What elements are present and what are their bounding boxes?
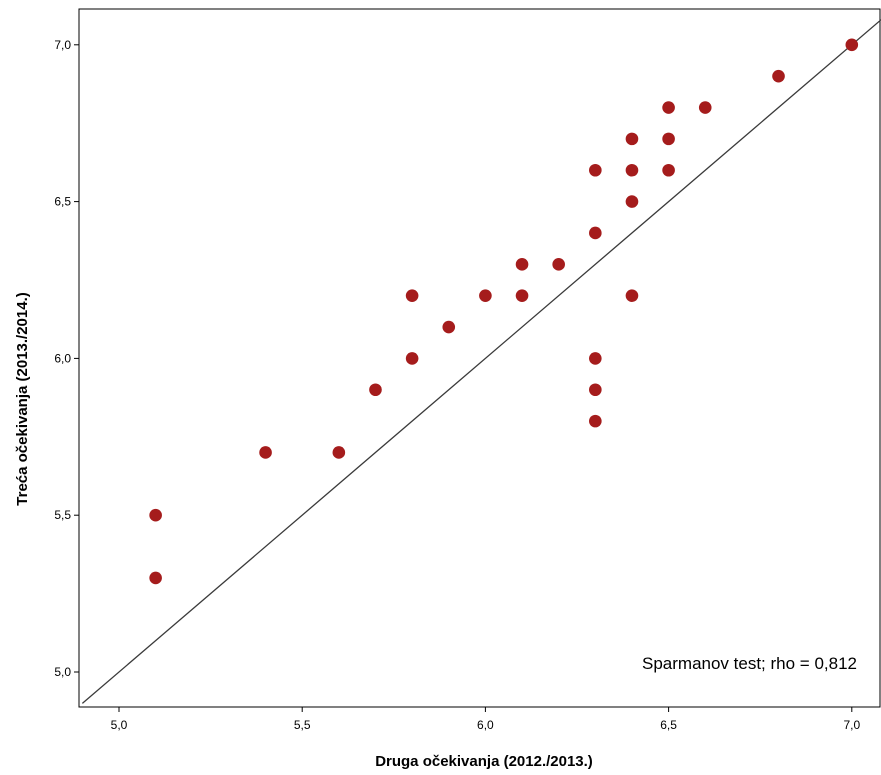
data-point xyxy=(589,226,602,240)
data-point xyxy=(149,508,162,522)
data-point xyxy=(589,163,602,177)
plot-frame xyxy=(78,8,881,708)
data-point xyxy=(405,352,419,365)
data-point xyxy=(662,163,675,177)
y-tick-label: 5,0 xyxy=(54,665,71,679)
x-tick-label: 5,5 xyxy=(294,718,311,732)
data-point xyxy=(662,101,675,114)
data-point xyxy=(589,352,602,365)
spearman-annotation: Sparmanov test; rho = 0,812 xyxy=(642,654,857,673)
x-axis-title: Druga očekivanja (2012./2013.) xyxy=(375,753,593,770)
data-point xyxy=(772,69,785,83)
data-point xyxy=(698,101,712,114)
data-point xyxy=(625,163,639,177)
data-point xyxy=(552,258,565,271)
data-point xyxy=(845,38,859,52)
x-tick-label: 7,0 xyxy=(843,718,860,732)
data-point xyxy=(625,195,639,208)
y-tick-label: 5,5 xyxy=(54,508,71,522)
y-tick-label: 6,0 xyxy=(54,351,71,365)
x-axis: 5,0 5,5 6,0 6,5 7,0 xyxy=(111,707,860,732)
y-tick-label: 6,5 xyxy=(54,195,71,209)
data-point xyxy=(662,132,675,146)
x-tick-label: 6,5 xyxy=(660,718,677,732)
y-axis: 5,0 5,5 6,0 6,5 7,0 xyxy=(54,38,79,679)
data-point xyxy=(149,571,162,585)
data-point xyxy=(479,289,492,302)
x-tick-label: 5,0 xyxy=(111,718,128,732)
y-axis-title: Treća očekivanja (2013./2014.) xyxy=(14,292,31,505)
data-point xyxy=(625,289,639,302)
data-point xyxy=(589,414,602,428)
identity-reference-line xyxy=(81,19,881,704)
data-point xyxy=(442,320,456,334)
data-point xyxy=(369,383,382,397)
data-point xyxy=(515,258,529,271)
plot-area xyxy=(78,8,881,708)
y-tick-label: 7,0 xyxy=(54,38,71,52)
data-point xyxy=(405,289,419,302)
data-point xyxy=(332,446,346,459)
data-points xyxy=(149,38,859,585)
data-point xyxy=(259,446,272,459)
data-point xyxy=(515,289,529,302)
data-point xyxy=(625,132,639,146)
x-tick-label: 6,0 xyxy=(477,718,494,732)
data-point xyxy=(589,383,602,397)
